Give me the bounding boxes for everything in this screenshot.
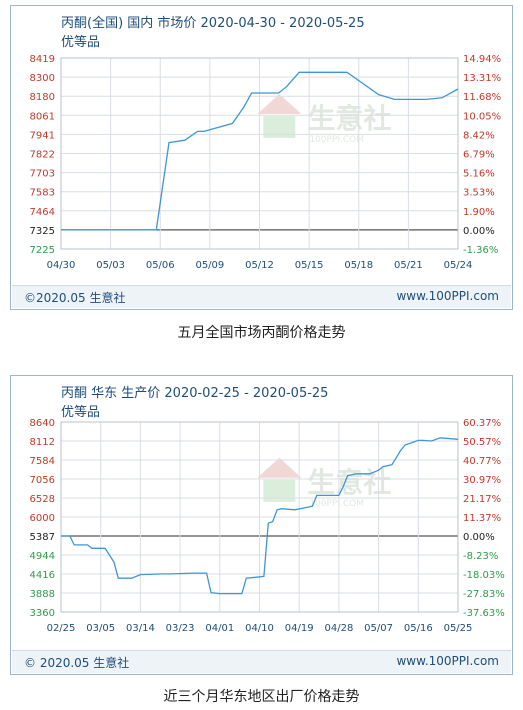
x-tick-label: 03/05: [86, 623, 115, 634]
watermark-house-icon: [263, 479, 296, 502]
x-tick-label: 04/10: [245, 623, 274, 634]
chart-title: 丙酮 华东 生产价 2020-02-25 - 2020-05-25: [61, 386, 329, 401]
y2-tick-label: 60.37%: [463, 418, 501, 429]
chart-caption-2: 近三个月华东地区出厂价格走势: [163, 689, 360, 705]
y-tick-label: 8640: [30, 418, 55, 429]
x-tick-label: 05/18: [344, 260, 373, 271]
x-tick-label: 05/21: [394, 260, 423, 271]
y-tick-label: 7822: [30, 150, 55, 161]
y2-tick-label: 5.16%: [463, 169, 495, 180]
y2-tick-label: 11.37%: [463, 513, 501, 524]
x-tick-label: 05/09: [195, 260, 224, 271]
chart-title: 丙酮(全国) 国内 市场价 2020-04-30 - 2020-05-25: [61, 16, 365, 31]
chart-panel-2: 丙酮 华东 生产价 2020-02-25 - 2020-05-25 优等品 生意…: [10, 375, 513, 675]
y-tick-label: 7584: [30, 456, 55, 467]
y-tick-label: 7464: [30, 207, 55, 218]
watermark-url: 100PPI.COM: [309, 499, 364, 509]
x-tick-label: 04/30: [47, 260, 76, 271]
y-tick-label: 7056: [30, 475, 55, 486]
y-tick-label: 8300: [30, 73, 55, 84]
chart-subtitle: 优等品: [61, 35, 101, 50]
y2-tick-label: 30.97%: [463, 475, 501, 486]
y-tick-label: 8419: [30, 54, 55, 65]
x-tick-label: 05/07: [364, 623, 393, 634]
y-tick-label: 8180: [30, 92, 55, 103]
y2-tick-label: -8.23%: [463, 551, 498, 562]
x-tick-label: 05/12: [245, 260, 274, 271]
x-tick-label: 05/03: [96, 260, 125, 271]
y-tick-label: 8112: [30, 437, 55, 448]
y2-tick-label: 1.90%: [463, 207, 495, 218]
y-tick-label: 4944: [30, 551, 55, 562]
y2-tick-label: 8.42%: [463, 130, 495, 141]
website-link[interactable]: www.100PPI.com: [396, 289, 499, 303]
y-tick-label: 6528: [30, 494, 55, 505]
watermark-url: 100PPI.COM: [309, 135, 364, 145]
x-tick-label: 02/25: [47, 623, 76, 634]
y2-tick-label: 50.57%: [463, 437, 501, 448]
series-line: [61, 71, 459, 231]
y-tick-label: 7225: [30, 245, 55, 256]
copyright-label: ©2020.05 生意社: [24, 291, 126, 305]
y2-tick-label: -37.63%: [463, 608, 505, 619]
x-tick-label: 05/16: [404, 623, 433, 634]
watermark-roof-icon: [257, 457, 302, 478]
y2-tick-label: -18.03%: [463, 570, 505, 581]
y-tick-label: 7583: [30, 188, 55, 199]
y2-tick-label: 21.17%: [463, 494, 501, 505]
y-tick-label: 6000: [30, 513, 55, 524]
y2-tick-label: 40.77%: [463, 456, 501, 467]
y-tick-label: 7941: [30, 130, 55, 141]
y-tick-label: 7703: [30, 169, 55, 180]
y2-tick-label: 10.05%: [463, 111, 501, 122]
x-tick-label: 04/01: [205, 623, 234, 634]
website-link[interactable]: www.100PPI.com: [396, 654, 499, 668]
y2-tick-label: 14.94%: [463, 54, 501, 65]
x-tick-label: 05/24: [444, 260, 473, 271]
plot-frame: [60, 57, 459, 250]
copyright-label: © 2020.05 生意社: [24, 656, 130, 670]
y2-tick-label: -1.36%: [463, 245, 498, 256]
y-tick-label: 3888: [30, 589, 55, 600]
y-tick-label: 4416: [30, 570, 55, 581]
x-tick-label: 03/14: [126, 623, 155, 634]
chart-subtitle: 优等品: [61, 405, 101, 420]
x-tick-label: 05/15: [295, 260, 324, 271]
y2-tick-label: 3.53%: [463, 188, 495, 199]
x-tick-label: 03/23: [166, 623, 195, 634]
y2-tick-label: 0.00%: [463, 532, 495, 543]
y-tick-label: 8061: [30, 111, 55, 122]
watermark-roof-icon: [257, 94, 302, 115]
y2-tick-label: -27.83%: [463, 589, 505, 600]
chart-footer: © 2020.05 生意社 www.100PPI.com: [12, 650, 511, 673]
x-tick-label: 04/28: [324, 623, 353, 634]
watermark-brand: 生意社: [307, 102, 391, 135]
x-tick-label: 05/25: [444, 623, 473, 634]
chart-panel-1: 丙酮(全国) 国内 市场价 2020-04-30 - 2020-05-25 优等…: [10, 5, 513, 310]
y-tick-label: 5387: [30, 532, 55, 543]
y2-tick-label: 6.79%: [463, 150, 495, 161]
plot-frame: [60, 421, 459, 613]
series-line: [61, 437, 459, 595]
y-tick-label: 3360: [30, 608, 55, 619]
chart-caption-1: 五月全国市场丙酮价格走势: [177, 325, 346, 341]
y2-tick-label: 11.68%: [463, 92, 501, 103]
y2-tick-label: 0.00%: [463, 226, 495, 237]
x-tick-label: 04/19: [285, 623, 314, 634]
y2-tick-label: 13.31%: [463, 73, 501, 84]
chart-footer: ©2020.05 生意社 www.100PPI.com: [12, 285, 511, 308]
watermark-house-icon: [263, 116, 296, 139]
x-tick-label: 05/06: [146, 260, 175, 271]
y-tick-label: 7325: [30, 226, 55, 237]
